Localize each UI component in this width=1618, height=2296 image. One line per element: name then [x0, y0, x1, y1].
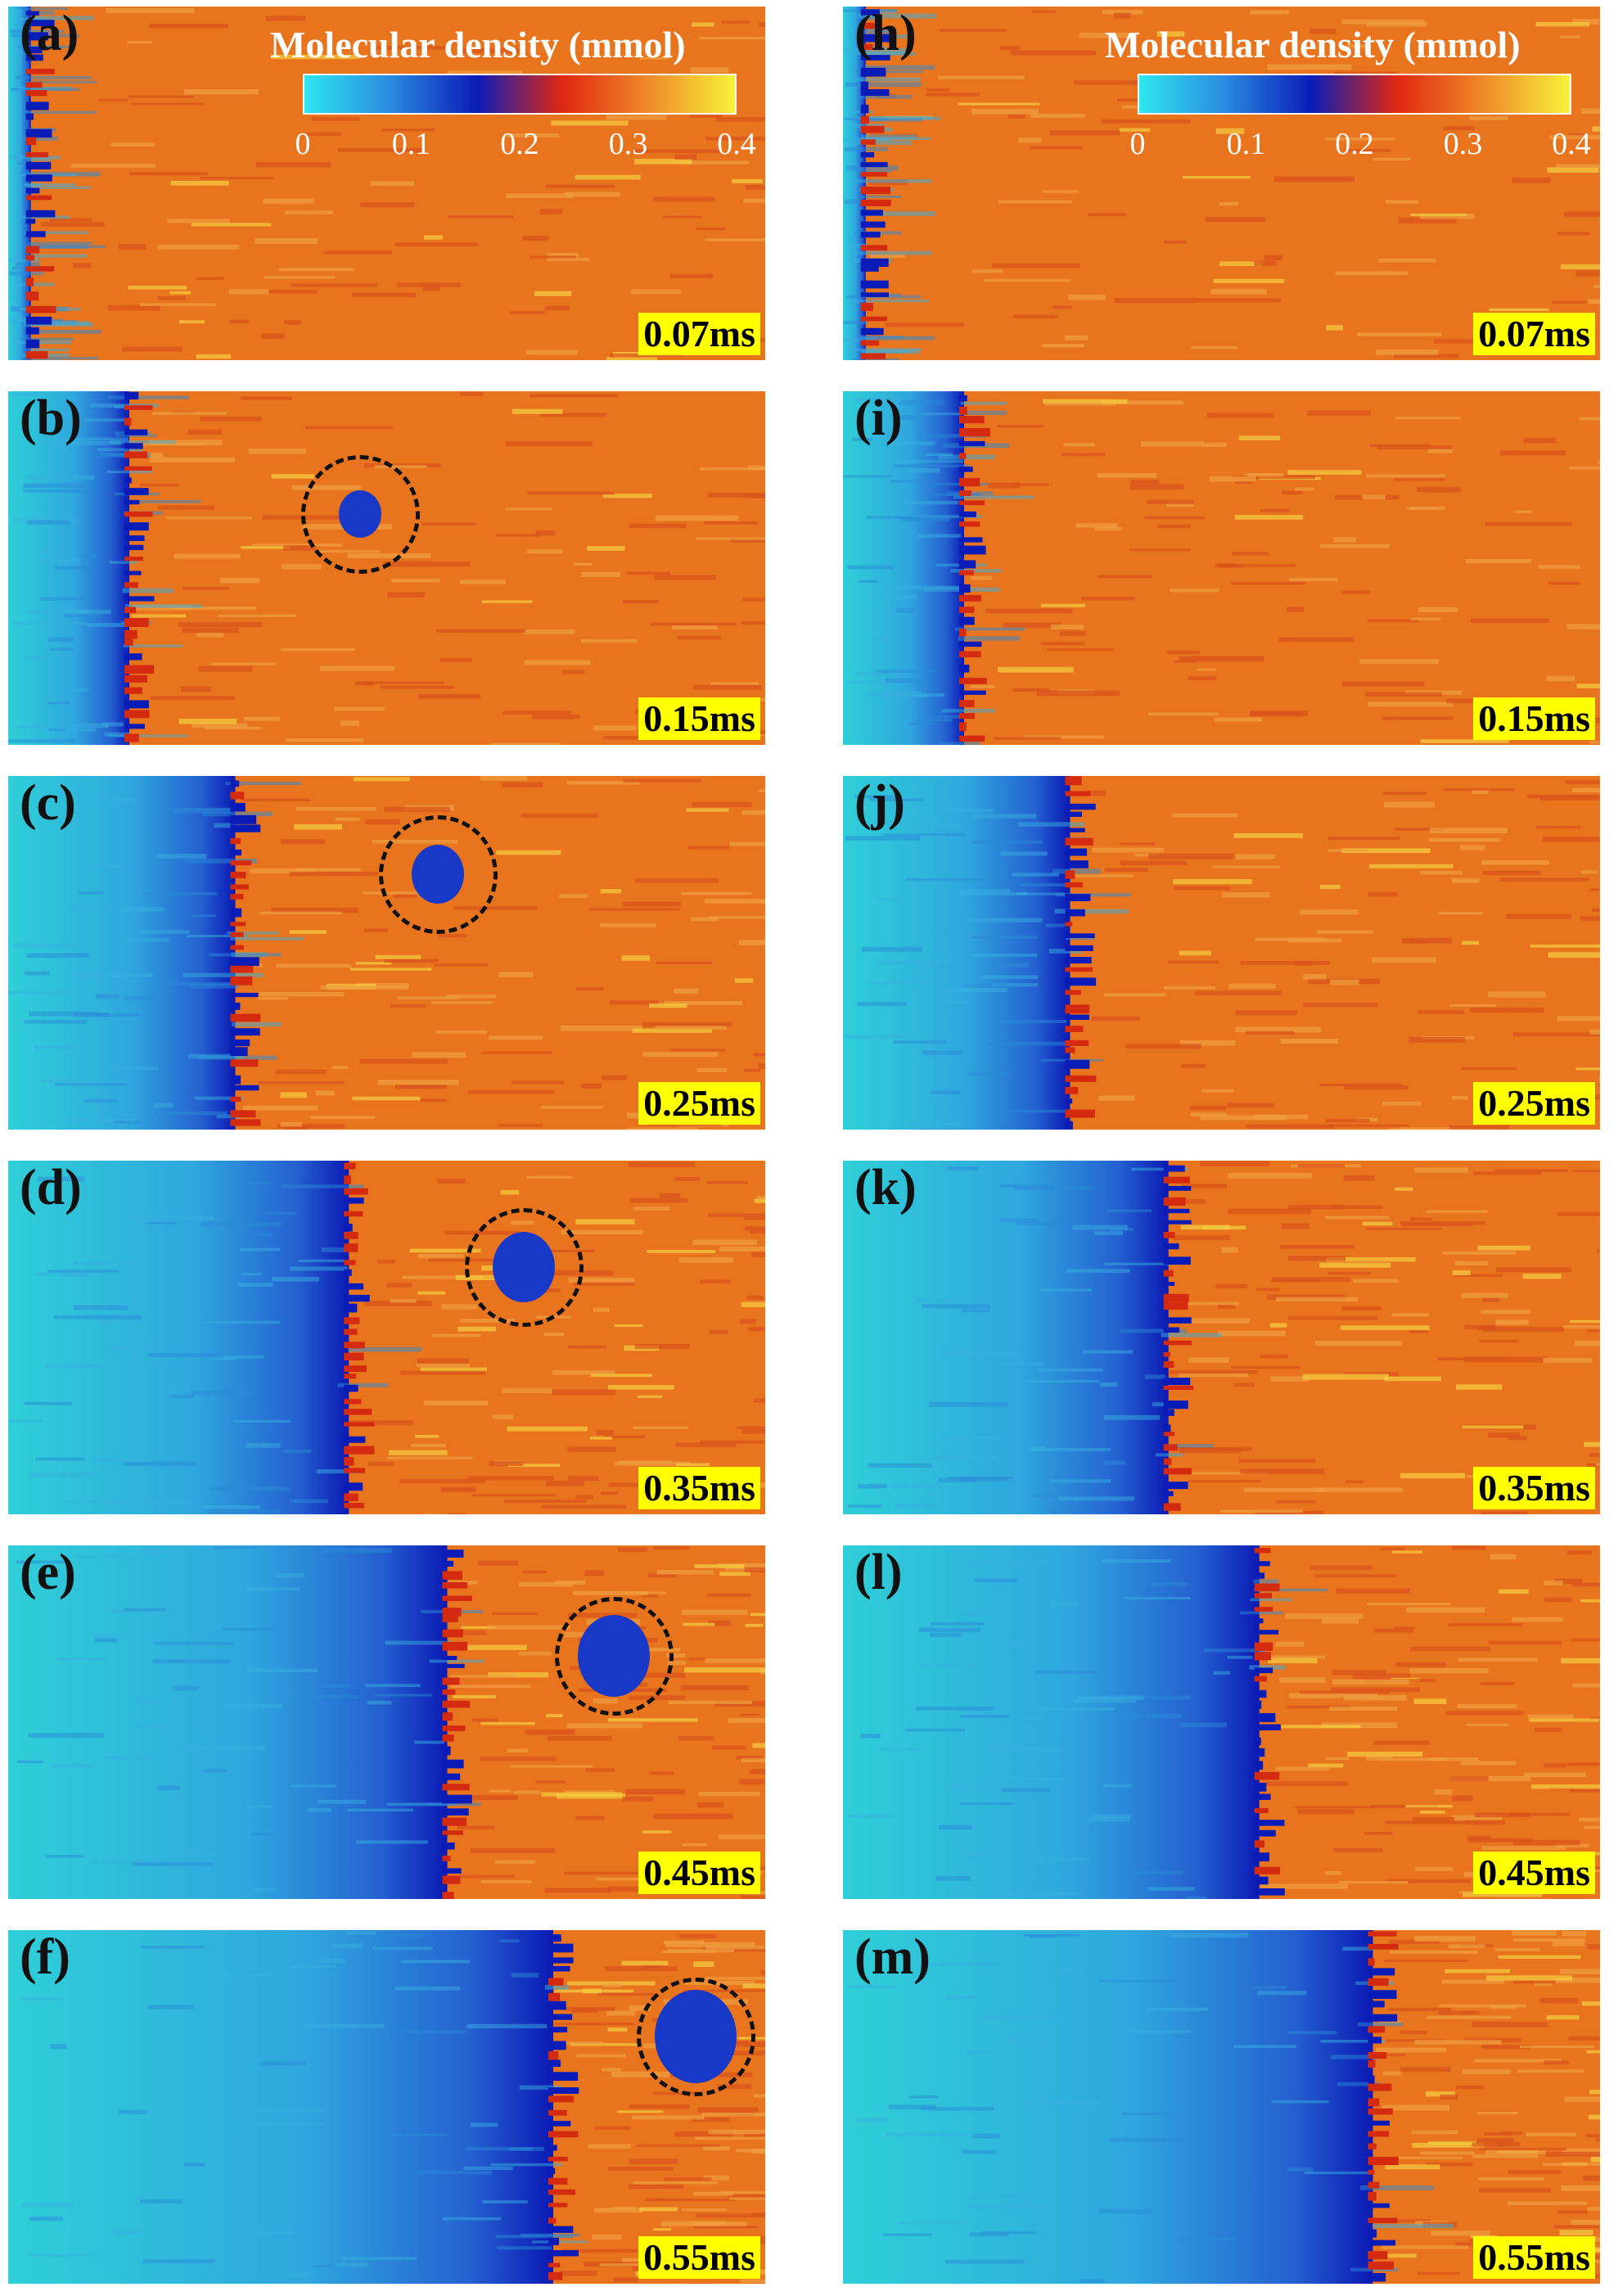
panel-b: (b) 0.15ms — [8, 391, 765, 745]
time-badge: 0.45ms — [1473, 1851, 1595, 1894]
highlight-circle — [464, 1207, 584, 1327]
panel-l: (l) 0.45ms — [843, 1545, 1600, 1899]
panel-label: (f) — [20, 1930, 70, 1985]
colorbar-tick: 0.2 — [500, 127, 539, 161]
time-badge: 0.55ms — [638, 2235, 760, 2279]
time-badge: 0.45ms — [638, 1851, 760, 1894]
panel-j: (j) 0.25ms — [843, 776, 1600, 1130]
colorbar-tick: 0.1 — [391, 127, 431, 161]
panel-i: (i) 0.15ms — [843, 391, 1600, 745]
panel-label: (b) — [20, 391, 82, 446]
panel-label: (j) — [854, 776, 905, 831]
panel-label: (i) — [854, 391, 903, 446]
time-badge: 0.07ms — [638, 312, 760, 355]
colorbar-title: Molecular density (mmol) — [1105, 24, 1521, 65]
panel-label: (e) — [20, 1545, 76, 1600]
colorbar-tick: 0.4 — [1552, 127, 1591, 161]
time-badge: 0.35ms — [638, 1466, 760, 1509]
colorbar-tick: 0.3 — [608, 127, 648, 161]
time-badge: 0.25ms — [638, 1081, 760, 1125]
colorbar-tick: 0 — [295, 127, 311, 161]
colorbar-gradient — [1138, 74, 1571, 115]
colorbar-tick: 0.2 — [1335, 127, 1374, 161]
colorbar-title: Molecular density (mmol) — [270, 24, 686, 65]
time-badge: 0.15ms — [1473, 697, 1595, 740]
colorbar: Molecular density (mmol) 0 0.1 0.2 0.3 0.4 — [8, 7, 765, 170]
panel-label: (l) — [854, 1545, 903, 1600]
density-field — [843, 776, 1600, 1130]
panel-m: (m) 0.55ms — [843, 1930, 1600, 2284]
density-field — [843, 391, 1600, 745]
panel-a: (a) 0.07ms Molecular density (mmol) 0 0.1 0.2… — [8, 7, 765, 360]
highlight-circle — [554, 1596, 674, 1716]
panel-label: (h) — [854, 7, 917, 61]
density-field — [8, 776, 765, 1130]
density-field — [843, 7, 1600, 360]
density-field — [8, 1545, 765, 1899]
density-field — [8, 7, 765, 360]
colorbar-gradient — [303, 74, 737, 115]
time-badge: 0.15ms — [638, 697, 760, 740]
panel-label: (a) — [20, 7, 79, 61]
panel-h: (h) 0.07ms Molecular density (mmol) 0 0.1 0.2… — [843, 7, 1600, 360]
colorbar: Molecular density (mmol) 0 0.1 0.2 0.3 0.4 — [843, 7, 1600, 170]
time-badge: 0.55ms — [1473, 2235, 1595, 2279]
colorbar-tick: 0.1 — [1226, 127, 1266, 161]
panel-label: (k) — [854, 1161, 917, 1216]
time-badge: 0.35ms — [1473, 1466, 1595, 1509]
colorbar-tick: 0.4 — [717, 127, 756, 161]
highlight-circle — [636, 1977, 755, 2096]
panel-label: (m) — [854, 1930, 931, 1985]
density-field — [8, 1161, 765, 1514]
density-field — [843, 1161, 1600, 1514]
panel-k: (k) 0.35ms — [843, 1161, 1600, 1514]
panel-label: (c) — [20, 776, 76, 831]
panel-label: (d) — [20, 1161, 82, 1216]
density-field — [8, 391, 765, 745]
panel-d: (d) 0.35ms — [8, 1161, 765, 1514]
highlight-circle — [378, 814, 498, 934]
panel-f: (f) 0.55ms — [8, 1930, 765, 2284]
density-field — [843, 1545, 1600, 1899]
highlight-circle — [300, 454, 420, 574]
panel-e: (e) 0.45ms — [8, 1545, 765, 1899]
colorbar-tick: 0 — [1129, 127, 1146, 161]
panel-c: (c) 0.25ms — [8, 776, 765, 1130]
density-field — [843, 1930, 1600, 2284]
time-badge: 0.25ms — [1473, 1081, 1595, 1125]
time-badge: 0.07ms — [1473, 312, 1595, 355]
density-field — [8, 1930, 765, 2284]
colorbar-tick: 0.3 — [1443, 127, 1483, 161]
